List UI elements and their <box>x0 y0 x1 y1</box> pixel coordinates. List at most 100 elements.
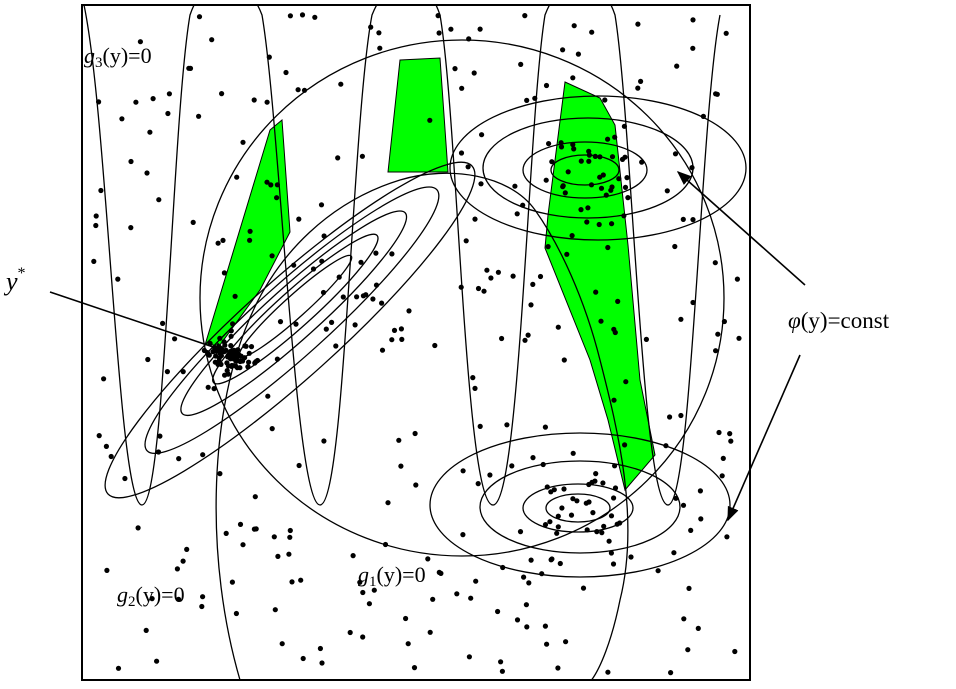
trial-point <box>514 617 521 623</box>
trial-point <box>551 487 557 493</box>
trial-point <box>524 97 530 103</box>
trial-point <box>221 270 227 276</box>
trial-point <box>612 329 618 336</box>
trial-point <box>228 328 234 334</box>
trial-point <box>619 156 626 162</box>
trial-point <box>695 625 701 632</box>
trial-point <box>560 183 566 189</box>
trial-point <box>115 665 122 671</box>
trial-point <box>430 596 436 602</box>
trial-point <box>119 116 125 122</box>
trial-point <box>460 532 466 538</box>
trial-point <box>436 30 442 36</box>
trial-point <box>230 321 236 327</box>
trial-point <box>223 530 229 537</box>
trial-point <box>518 61 524 67</box>
trial-point <box>590 509 596 516</box>
trial-point <box>542 424 549 430</box>
trial-point <box>406 308 412 314</box>
trial-point <box>368 24 374 30</box>
trial-point <box>700 113 707 119</box>
trial-point <box>149 596 155 602</box>
objective-arrow-bottom <box>727 354 801 522</box>
trial-point <box>228 333 234 339</box>
trial-point <box>265 393 271 399</box>
trial-point <box>690 45 696 51</box>
trial-point <box>580 585 587 591</box>
trial-point <box>240 358 246 364</box>
trial-point <box>555 524 561 530</box>
trial-point <box>724 534 730 540</box>
trial-point <box>561 357 567 363</box>
trial-point <box>562 190 568 196</box>
trial-point <box>635 85 641 91</box>
trial-point <box>93 222 99 229</box>
trial-point <box>597 154 603 160</box>
trial-point <box>680 502 687 508</box>
trial-point <box>720 455 726 461</box>
trial-point <box>370 296 376 302</box>
trial-point <box>217 335 223 341</box>
objective-contours-diagonal <box>104 161 476 499</box>
trial-point <box>248 344 255 350</box>
trial-point <box>277 319 284 325</box>
trial-point <box>495 269 501 275</box>
trial-point <box>557 560 563 567</box>
trial-point <box>347 629 353 636</box>
trial-point <box>598 318 604 324</box>
trial-point <box>156 197 162 203</box>
trial-point <box>432 342 438 349</box>
trial-point <box>206 352 212 358</box>
trial-point <box>147 129 153 135</box>
trial-point <box>299 12 306 18</box>
trial-point <box>510 273 516 279</box>
trial-point <box>530 281 536 287</box>
trial-point <box>555 665 561 671</box>
trial-point <box>220 237 226 243</box>
trial-point <box>635 21 641 27</box>
trial-point <box>382 541 389 548</box>
trial-point <box>539 571 545 577</box>
trial-point <box>222 372 228 378</box>
trial-point <box>253 526 259 532</box>
trial-point <box>472 216 478 222</box>
trial-point <box>321 438 327 444</box>
trial-point <box>600 480 606 486</box>
trial-point <box>145 356 151 363</box>
trial-point <box>310 266 317 272</box>
trial-point <box>555 513 561 519</box>
trial-point <box>229 579 235 585</box>
trial-point <box>359 153 365 159</box>
trial-point <box>217 351 223 357</box>
trial-point <box>719 473 725 479</box>
trial-point <box>578 158 584 164</box>
trial-point <box>389 337 395 343</box>
trial-point <box>157 433 163 439</box>
trial-point <box>376 30 382 36</box>
trial-point <box>336 274 342 280</box>
trial-point <box>586 158 592 164</box>
trial-point <box>525 332 531 338</box>
trial-point <box>268 182 274 188</box>
trial-point <box>685 647 691 653</box>
trial-point <box>736 335 742 341</box>
trial-point <box>209 37 215 43</box>
trial-point <box>452 66 458 72</box>
trial-point <box>563 639 569 645</box>
trial-point <box>673 495 679 501</box>
trial-point <box>338 81 344 87</box>
trial-point <box>366 601 372 607</box>
trial-point <box>540 461 546 468</box>
trial-point <box>174 566 180 572</box>
trial-point <box>274 182 280 188</box>
trial-point <box>320 289 327 296</box>
trial-point <box>180 558 186 564</box>
trial-point <box>287 527 293 534</box>
trial-point <box>542 522 549 528</box>
trial-point <box>558 144 565 150</box>
trial-point <box>405 641 411 647</box>
trial-point <box>411 665 418 671</box>
trial-point <box>555 324 561 330</box>
trial-point <box>473 578 479 584</box>
trial-point <box>568 512 575 518</box>
